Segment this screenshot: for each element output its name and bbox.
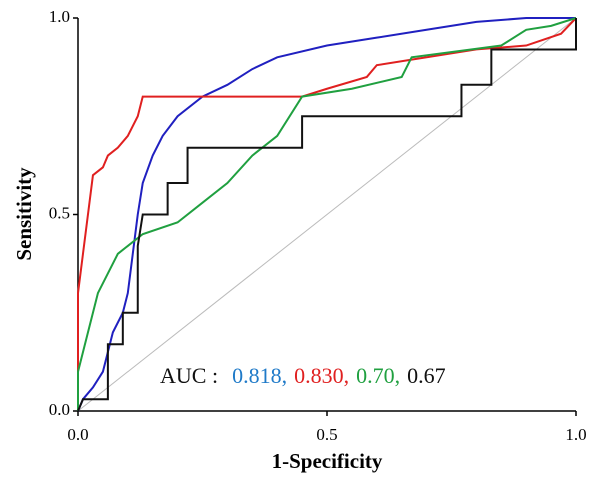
roc-curve	[77, 17, 577, 411]
auc-annotation: AUC : 0.818, 0.830, 0.70, 0.67	[160, 363, 446, 388]
auc-part: 0.70,	[356, 363, 400, 388]
x-tick-label: 1.0	[565, 425, 586, 444]
y-tick-label: 0.5	[49, 203, 70, 222]
reference-line	[77, 17, 577, 412]
auc-part: 0.818,	[232, 363, 287, 388]
auc-part: AUC :	[160, 363, 218, 388]
roc-curve	[77, 17, 577, 411]
y-tick-label: 0.0	[49, 400, 70, 419]
x-axis-title: 1-Specificity	[272, 449, 383, 473]
auc-part: 0.830,	[294, 363, 349, 388]
y-axis-title: Sensitivity	[12, 167, 36, 261]
roc-curve	[77, 18, 577, 412]
x-tick-label: 0.0	[67, 425, 88, 444]
roc-curve	[77, 17, 576, 412]
y-tick-label: 1.0	[49, 7, 70, 26]
x-tick-label: 0.5	[316, 425, 337, 444]
auc-part: 0.67	[407, 363, 446, 388]
